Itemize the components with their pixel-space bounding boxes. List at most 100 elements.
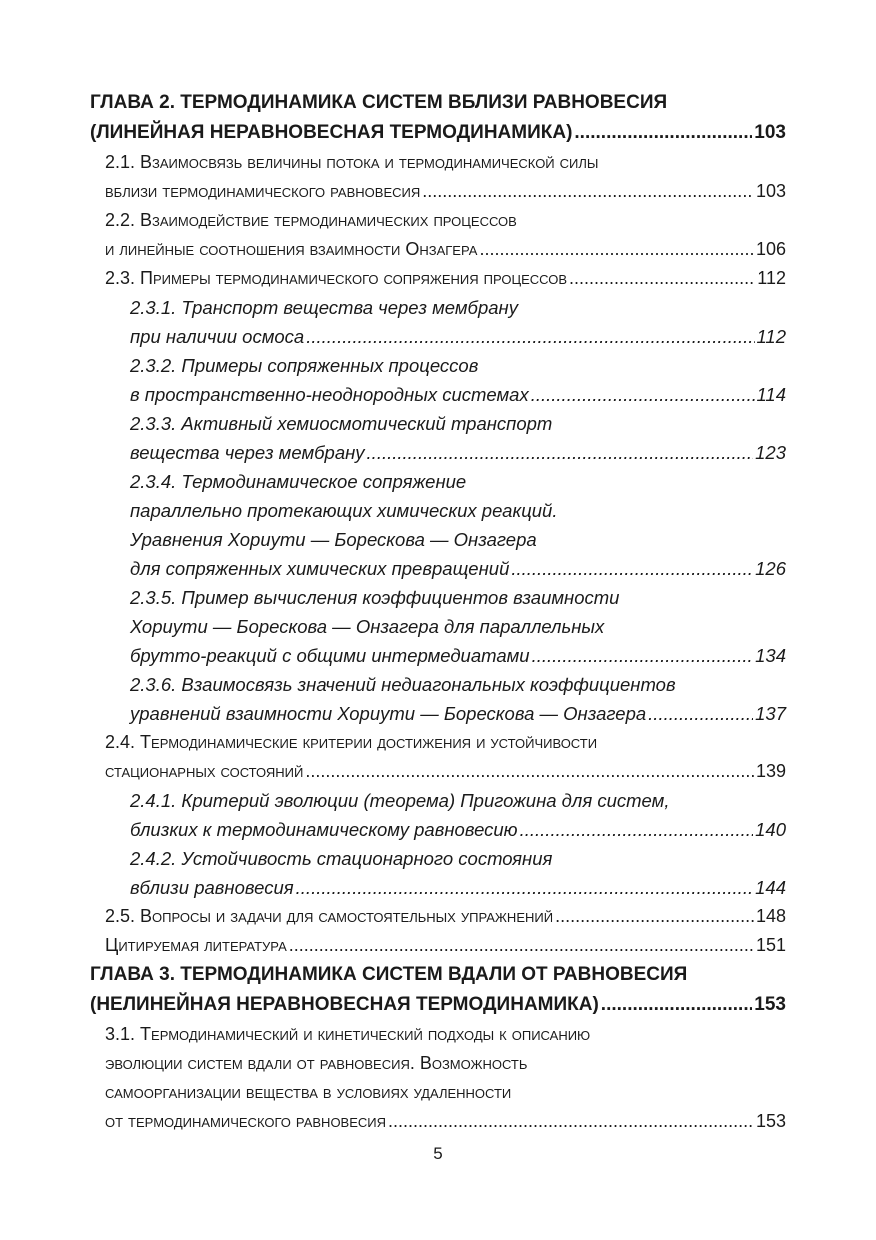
toc-line: эволюции систем вдали от равновесия. Воз… bbox=[105, 1049, 786, 1078]
toc-entry-sub: 2.4.2. Устойчивость стационарного состоя… bbox=[90, 844, 786, 902]
toc-entry-title: 2.5. Вопросы и задачи для самостоятельны… bbox=[105, 906, 554, 926]
toc-entry-title: в пространственно-неоднородных системах bbox=[130, 384, 529, 405]
toc-line: 2.3.1. Транспорт вещества через мембрану bbox=[130, 293, 786, 322]
toc-line: от термодинамического равновесия 153 bbox=[105, 1107, 786, 1136]
toc-line: брутто-реакций с общими интермедиатами 13… bbox=[130, 641, 786, 670]
toc-line: (ЛИНЕЙНАЯ НЕРАВНОВЕСНАЯ ТЕРМОДИНАМИКА) 10… bbox=[90, 118, 786, 148]
toc-entry-title: вещества через мембрану bbox=[130, 442, 365, 463]
toc-line: (НЕЛИНЕЙНАЯ НЕРАВНОВЕСНАЯ ТЕРМОДИНАМИКА)… bbox=[90, 990, 786, 1020]
dot-leader bbox=[531, 380, 755, 409]
toc-entry-title: 2.3.4. Термодинамическое сопряжение bbox=[130, 471, 467, 492]
toc-line: 3.1. Термодинамический и кинетический по… bbox=[105, 1020, 786, 1049]
toc-entry-sub: 2.4.1. Критерий эволюции (теорема) Приго… bbox=[90, 786, 786, 844]
dot-leader bbox=[305, 757, 754, 786]
toc-line: 2.3.2. Примеры сопряженных процессов bbox=[130, 351, 786, 380]
toc-entry-title: (ЛИНЕЙНАЯ НЕРАВНОВЕСНАЯ ТЕРМОДИНАМИКА) bbox=[90, 122, 573, 143]
toc-entry-title: уравнений взаимности Хориути — Борескова… bbox=[130, 703, 647, 724]
toc-page-number: 103 bbox=[754, 122, 786, 143]
toc-line: 2.3.3. Активный хемиосмотический транспо… bbox=[130, 409, 786, 438]
toc-entry-section: 2.2. Взаимодействие термодинамических пр… bbox=[90, 206, 786, 264]
toc-entry-title: 2.3.2. Примеры сопряженных процессов bbox=[130, 355, 479, 376]
toc-entry-section: 3.1. Термодинамический и кинетический по… bbox=[90, 1020, 786, 1136]
toc-page-number: 106 bbox=[755, 239, 786, 259]
toc-entry-chapter: ГЛАВА 3. ТЕРМОДИНАМИКА СИСТЕМ ВДАЛИ ОТ Р… bbox=[90, 960, 786, 1020]
toc-page-number: 140 bbox=[755, 819, 786, 840]
toc-entry-title: 2.1. Взаимосвязь величины потока и термо… bbox=[105, 152, 599, 172]
dot-leader bbox=[648, 699, 753, 728]
toc-line: 2.4.2. Устойчивость стационарного состоя… bbox=[130, 844, 786, 873]
toc-line: близких к термодинамическому равновесию 1… bbox=[130, 815, 786, 844]
toc-entry-title: брутто-реакций с общими интермедиатами bbox=[130, 645, 530, 666]
toc-line: ГЛАВА 2. ТЕРМОДИНАМИКА СИСТЕМ ВБЛИЗИ РАВ… bbox=[90, 88, 786, 118]
toc-line: Хориути — Борескова — Онзагера для парал… bbox=[130, 612, 786, 641]
toc-entry-sub: 2.3.3. Активный хемиосмотический транспо… bbox=[90, 409, 786, 467]
toc-entry-title: (НЕЛИНЕЙНАЯ НЕРАВНОВЕСНАЯ ТЕРМОДИНАМИКА) bbox=[90, 994, 599, 1015]
toc-line: и линейные соотношения взаимности Онзаге… bbox=[105, 235, 786, 264]
toc-entry-chapter: ГЛАВА 2. ТЕРМОДИНАМИКА СИСТЕМ ВБЛИЗИ РАВ… bbox=[90, 88, 786, 148]
toc-entry-title: 2.3.1. Транспорт вещества через мембрану bbox=[130, 297, 518, 318]
page-number: 5 bbox=[433, 1144, 443, 1163]
toc-entry-title: ГЛАВА 3. ТЕРМОДИНАМИКА СИСТЕМ ВДАЛИ ОТ Р… bbox=[90, 964, 688, 985]
toc-line: 2.2. Взаимодействие термодинамических пр… bbox=[105, 206, 786, 235]
toc-line: Уравнения Хориути — Борескова — Онзагера bbox=[130, 525, 786, 554]
toc-entry-section: 2.1. Взаимосвязь величины потока и термо… bbox=[90, 148, 786, 206]
toc-entry-title: 2.2. Взаимодействие термодинамических пр… bbox=[105, 210, 517, 230]
toc-entry-title: и линейные соотношения взаимности Онзаге… bbox=[105, 239, 478, 259]
toc-page-number: 148 bbox=[755, 906, 786, 926]
toc-entry-title: близких к термодинамическому равновесию bbox=[130, 819, 518, 840]
toc-entry-sub: 2.3.5. Пример вычисления коэффициентов в… bbox=[90, 583, 786, 670]
toc-page-number: 112 bbox=[757, 268, 786, 288]
toc-entry-title: 2.3. Примеры термодинамического сопряжен… bbox=[105, 268, 568, 288]
toc-page-number: 134 bbox=[755, 645, 786, 666]
toc-line: для сопряженных химических превращений 12… bbox=[130, 554, 786, 583]
dot-leader bbox=[289, 931, 754, 960]
toc-page-number: 112 bbox=[756, 326, 787, 347]
toc-page-number: 153 bbox=[755, 1111, 786, 1131]
toc-page-number: 123 bbox=[755, 442, 786, 463]
toc-entry-sub: 2.3.6. Взаимосвязь значений недиагональн… bbox=[90, 670, 786, 728]
toc-page-number: 137 bbox=[755, 703, 786, 724]
table-of-contents: ГЛАВА 2. ТЕРМОДИНАМИКА СИСТЕМ ВБЛИЗИ РАВ… bbox=[90, 88, 786, 1136]
toc-entry-title: 2.4. Термодинамические критерии достижен… bbox=[105, 732, 598, 752]
toc-entry-section: 2.4. Термодинамические критерии достижен… bbox=[90, 728, 786, 786]
toc-entry-section: 2.5. Вопросы и задачи для самостоятельны… bbox=[90, 902, 786, 931]
dot-leader bbox=[532, 641, 754, 670]
toc-page-number: 126 bbox=[755, 558, 786, 579]
toc-line: 2.3.6. Взаимосвязь значений недиагональн… bbox=[130, 670, 786, 699]
toc-entry-title: 3.1. Термодинамический и кинетический по… bbox=[105, 1024, 591, 1044]
toc-entry-title: вблизи термодинамического равновесия bbox=[105, 181, 421, 201]
toc-page-number: 114 bbox=[756, 384, 787, 405]
toc-line: в пространственно-неоднородных системах 1… bbox=[130, 380, 786, 409]
toc-line: 2.3.5. Пример вычисления коэффициентов в… bbox=[130, 583, 786, 612]
toc-entry-title: ГЛАВА 2. ТЕРМОДИНАМИКА СИСТЕМ ВБЛИЗИ РАВ… bbox=[90, 92, 668, 113]
toc-line: 2.4.1. Критерий эволюции (теорема) Приго… bbox=[130, 786, 786, 815]
toc-page-number: 153 bbox=[754, 994, 786, 1015]
toc-entry-title: 2.3.3. Активный хемиосмотический транспо… bbox=[130, 413, 553, 434]
toc-line: 2.4. Термодинамические критерии достижен… bbox=[105, 728, 786, 757]
toc-entry-title: эволюции систем вдали от равновесия. Воз… bbox=[105, 1053, 528, 1073]
dot-leader bbox=[520, 815, 754, 844]
toc-line: стационарных состояний 139 bbox=[105, 757, 786, 786]
toc-line: вблизи равновесия 144 bbox=[130, 873, 786, 902]
toc-entry-title: от термодинамического равновесия bbox=[105, 1111, 387, 1131]
dot-leader bbox=[422, 177, 754, 206]
toc-entry-title: при наличии осмоса bbox=[130, 326, 305, 347]
toc-line: 2.1. Взаимосвязь величины потока и термо… bbox=[105, 148, 786, 177]
toc-entry-title: 2.4.2. Устойчивость стационарного состоя… bbox=[130, 848, 553, 869]
toc-line: 2.3.4. Термодинамическое сопряжение bbox=[130, 467, 786, 496]
dot-leader bbox=[388, 1107, 754, 1136]
toc-line: самоорганизации вещества в условиях удал… bbox=[105, 1078, 786, 1107]
toc-page-number: 103 bbox=[755, 181, 786, 201]
toc-page-number: 151 bbox=[755, 935, 786, 955]
toc-entry-title: 2.3.5. Пример вычисления коэффициентов в… bbox=[130, 587, 620, 608]
toc-page-number: 144 bbox=[755, 877, 786, 898]
dot-leader bbox=[479, 235, 754, 264]
toc-entry-title: 2.3.6. Взаимосвязь значений недиагональн… bbox=[130, 674, 676, 695]
dot-leader bbox=[306, 322, 754, 351]
toc-entry-sub: 2.3.4. Термодинамическое сопряжение парал… bbox=[90, 467, 786, 583]
toc-entry-title: вблизи равновесия bbox=[130, 877, 294, 898]
toc-line: вблизи термодинамического равновесия 103 bbox=[105, 177, 786, 206]
toc-line: 2.5. Вопросы и задачи для самостоятельны… bbox=[105, 902, 786, 931]
toc-line: ГЛАВА 3. ТЕРМОДИНАМИКА СИСТЕМ ВДАЛИ ОТ Р… bbox=[90, 960, 786, 990]
dot-leader bbox=[296, 873, 753, 902]
